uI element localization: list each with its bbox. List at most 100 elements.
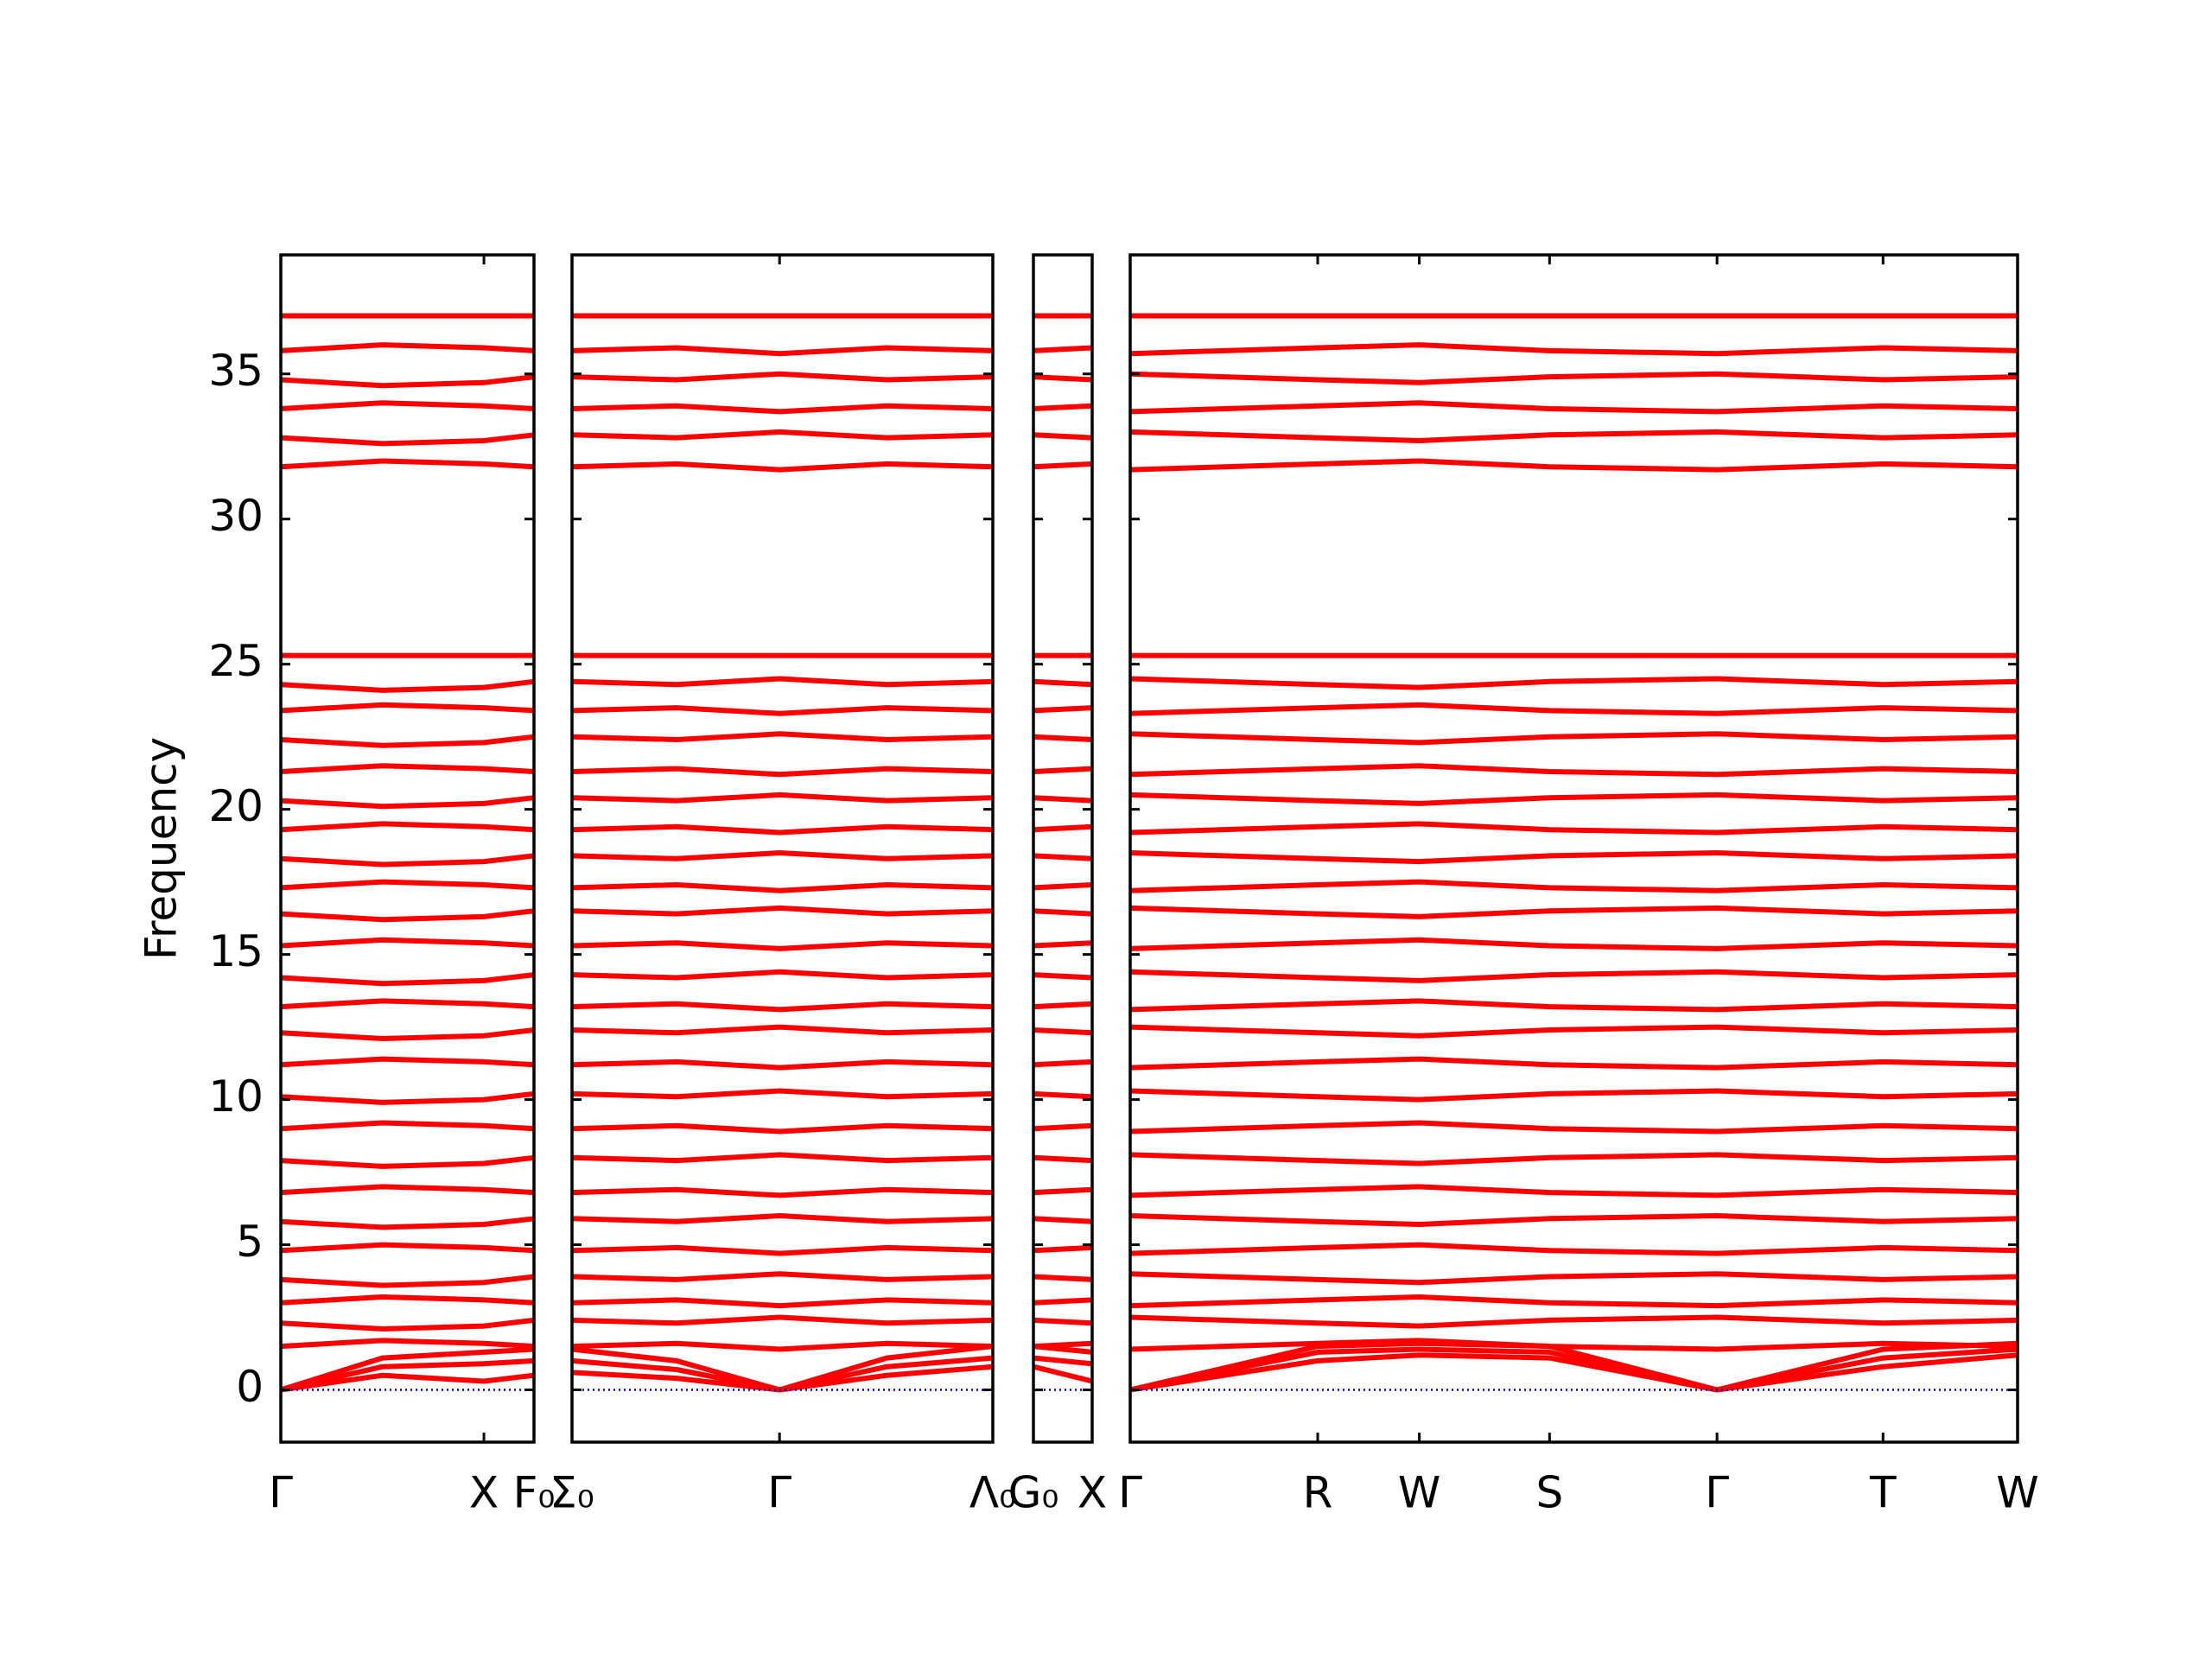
band-line: [1129, 429, 2018, 443]
band-line: [1129, 702, 2018, 716]
band-line: [1129, 1120, 2018, 1135]
x-tick-label: Λ₀: [969, 1468, 1016, 1518]
band-line: [1033, 1001, 1093, 1010]
x-tick-label: Σ₀: [550, 1468, 594, 1518]
band-line: [1129, 937, 2018, 951]
band-line: [280, 734, 535, 748]
band-line: [1033, 734, 1093, 742]
band-line: [571, 1314, 994, 1326]
band-line: [1129, 731, 2018, 746]
band-line: [1033, 972, 1093, 981]
band-line: [1033, 432, 1093, 441]
band-line: [280, 702, 535, 714]
band-line: [571, 403, 994, 415]
band-line: [280, 937, 535, 949]
band-line: [1033, 1154, 1093, 1164]
band-line: [1129, 998, 2018, 1013]
band-line: [571, 1088, 994, 1100]
band-line: [1033, 823, 1093, 833]
band-line: [1129, 1294, 2018, 1309]
band-line: [280, 1216, 535, 1230]
band-line: [571, 766, 994, 778]
band-line: [280, 678, 535, 693]
band-line: [1033, 766, 1093, 774]
band-line: [1129, 1338, 2018, 1352]
band-line: [280, 400, 535, 411]
band-line: [1033, 1058, 1093, 1068]
panel-frame: [570, 253, 995, 1444]
band-line: [1129, 400, 2018, 415]
band-line: [1129, 1271, 2018, 1286]
x-tick-label: W: [1398, 1468, 1440, 1518]
band-line: [571, 905, 994, 917]
x-tick-label: Γ: [1118, 1468, 1142, 1518]
band-line: [571, 969, 994, 981]
band-line: [1033, 705, 1093, 714]
band-line: [1129, 1088, 2018, 1103]
band-line: [1129, 1056, 2018, 1071]
band-line: [1129, 850, 2018, 865]
band-line: [1033, 853, 1093, 861]
band-line: [280, 1317, 535, 1332]
band-line: [1129, 821, 2018, 836]
band-line: [280, 458, 535, 470]
band-line: [1033, 795, 1093, 804]
band-line: [280, 1090, 535, 1105]
band-line: [1033, 1090, 1093, 1100]
band-line: [571, 1122, 994, 1135]
band-line: [280, 374, 535, 389]
x-tick-label: T: [1869, 1468, 1897, 1518]
band-line: [1033, 1244, 1093, 1254]
band-line: [280, 1056, 535, 1068]
band-line: [280, 342, 535, 353]
band-line: [280, 972, 535, 987]
band-line: [1033, 1355, 1093, 1367]
y-tick-label: 35: [208, 346, 264, 396]
band-line: [571, 371, 994, 383]
band-line: [280, 1120, 535, 1132]
band-line: [280, 998, 535, 1010]
band-line: [280, 908, 535, 923]
band-line: [280, 1338, 535, 1350]
panel-frame: [1128, 253, 2019, 1444]
y-tick-label: 15: [208, 926, 264, 976]
band-line: [1033, 940, 1093, 949]
band-line: [571, 882, 994, 893]
band-line: [1129, 1314, 2018, 1329]
band-line: [280, 1357, 535, 1393]
band-line: [571, 1244, 994, 1256]
band-line: [571, 676, 994, 688]
band-line: [280, 1242, 535, 1254]
y-tick-label: 10: [208, 1071, 264, 1122]
x-tick-label: Γ: [1705, 1468, 1729, 1518]
band-line: [280, 821, 535, 833]
x-tick-label: W: [1996, 1468, 2038, 1518]
band-line: [1129, 1213, 2018, 1227]
band-line: [1129, 371, 2018, 385]
band-line: [571, 850, 994, 861]
band-line: [1129, 1024, 2018, 1039]
band-line: [1033, 345, 1093, 353]
band-line: [1033, 403, 1093, 411]
band-line: [571, 461, 994, 473]
band-line: [571, 345, 994, 357]
band-line: [571, 1340, 994, 1352]
band-line: [1033, 882, 1093, 891]
x-tick-label: S: [1535, 1468, 1563, 1518]
band-line: [1129, 1152, 2018, 1166]
band-line: [1129, 1346, 2018, 1393]
band-line: [1033, 1216, 1093, 1224]
x-tick-label: G₀: [1008, 1468, 1059, 1518]
band-line: [571, 1271, 994, 1282]
band-line: [1129, 342, 2018, 357]
band-line: [571, 1152, 994, 1164]
band-line: [1033, 1122, 1093, 1132]
band-line: [571, 1213, 994, 1224]
band-line: [571, 731, 994, 742]
band-line: [1033, 1186, 1093, 1196]
band-line: [1033, 678, 1093, 688]
band-line: [1129, 905, 2018, 919]
band-line: [1129, 1242, 2018, 1256]
band-line: [571, 705, 994, 716]
